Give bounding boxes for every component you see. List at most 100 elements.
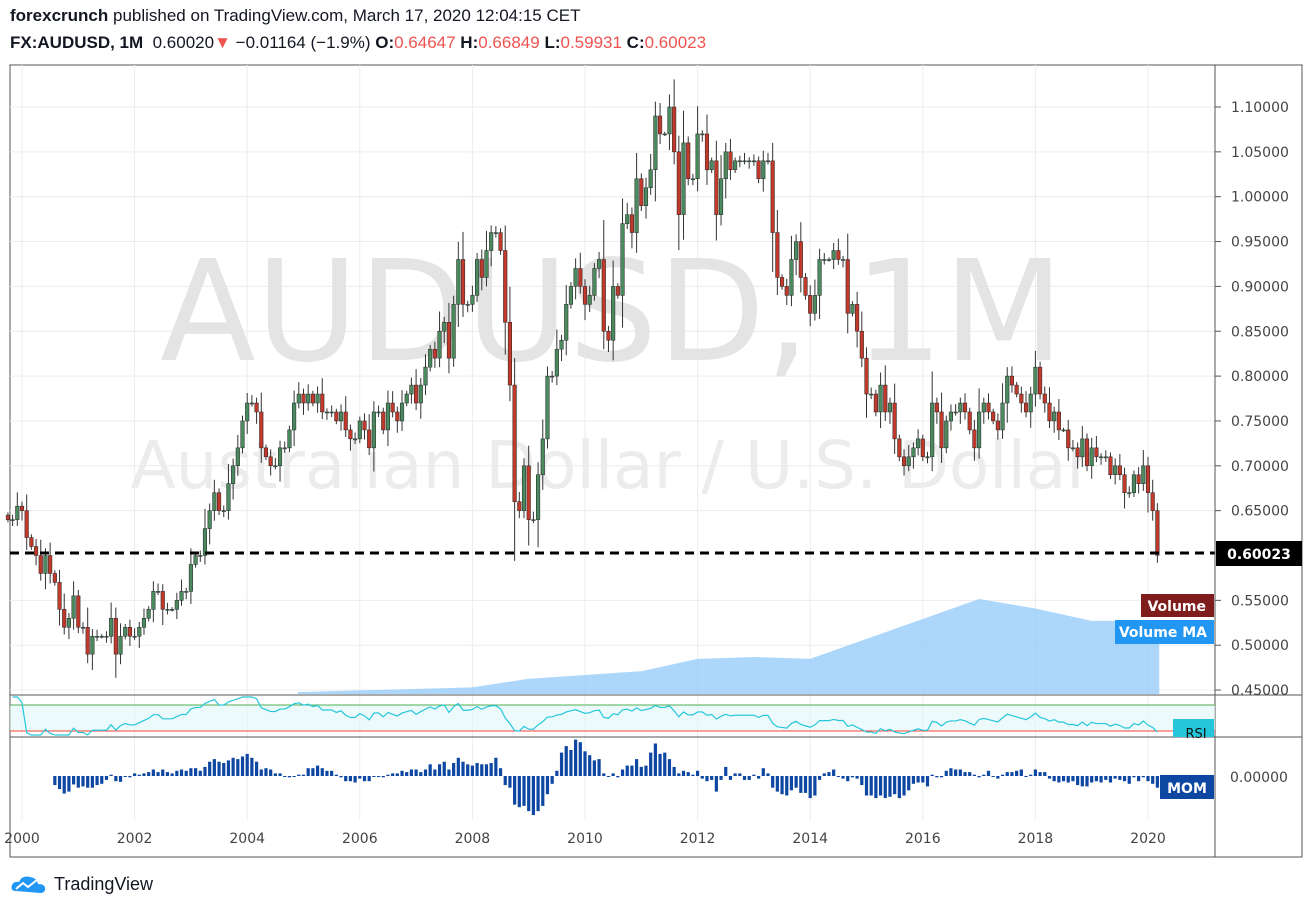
candle-body xyxy=(188,564,193,592)
mom-bar xyxy=(334,774,338,776)
mom-bar xyxy=(137,774,141,776)
candle-body xyxy=(381,411,386,431)
candle-body xyxy=(160,591,165,610)
mom-bar xyxy=(344,776,348,782)
mom-bar xyxy=(742,776,747,780)
candle-body xyxy=(156,591,161,593)
mom-bar xyxy=(803,776,808,793)
candle-body xyxy=(399,402,405,422)
mom-bar xyxy=(658,753,662,776)
mom-bar xyxy=(348,776,353,782)
mom-bar xyxy=(1085,776,1089,787)
author[interactable]: forexcrunch xyxy=(10,6,109,25)
volume-ma-tag xyxy=(1115,620,1214,644)
candle-body xyxy=(536,474,541,520)
mom-bar xyxy=(179,769,184,776)
candle-body xyxy=(146,609,151,619)
price-axis[interactable]: 1.10000 1.05000 1.00000 0.95000 0.90000 0.850… xyxy=(1215,100,1289,699)
tradingview-logo[interactable]: TradingView xyxy=(10,873,153,895)
candle-body xyxy=(794,241,799,260)
candle-body xyxy=(1005,375,1010,404)
mom-bar xyxy=(269,769,273,776)
mom-bar xyxy=(794,776,798,788)
candle-body xyxy=(217,492,222,511)
candle-body xyxy=(897,438,902,458)
candle-body xyxy=(292,402,297,431)
candle-body xyxy=(263,447,269,458)
mom-bar xyxy=(175,770,179,776)
mom-bar xyxy=(939,776,944,778)
mom-bar xyxy=(456,757,460,776)
candle-body xyxy=(52,573,57,583)
mom-bar xyxy=(362,776,367,782)
candle-body xyxy=(38,555,43,574)
candle-body xyxy=(836,250,841,260)
candle-body xyxy=(193,555,198,565)
mom-bar xyxy=(311,768,315,776)
candle-body xyxy=(986,402,991,413)
candle-body xyxy=(362,420,367,431)
candle-body xyxy=(723,151,728,180)
candle-body xyxy=(728,151,733,171)
candle-body xyxy=(517,501,522,511)
candle-body xyxy=(334,411,339,422)
mom-bar xyxy=(480,764,484,776)
candle-body xyxy=(700,133,705,136)
candle-body xyxy=(995,420,1000,431)
mom-bar xyxy=(1118,776,1122,780)
candle-body xyxy=(113,618,118,655)
last-price-tag xyxy=(1216,541,1302,566)
mom-bar xyxy=(203,766,207,776)
mom-bar xyxy=(822,773,826,776)
y-tick-label: 0.70000 xyxy=(1231,459,1289,475)
mom-bar xyxy=(635,759,639,776)
candle-body xyxy=(57,582,62,610)
candle-body xyxy=(667,106,672,135)
mom-bar xyxy=(949,768,953,776)
mom-bar xyxy=(1127,776,1131,784)
mom-bar xyxy=(156,772,160,776)
mom-bar xyxy=(789,776,794,791)
mom-bar xyxy=(958,769,962,776)
candle-body xyxy=(709,160,714,171)
candle-body xyxy=(498,232,503,251)
mom-bar xyxy=(1019,769,1023,776)
mom-bar xyxy=(935,776,939,778)
mom-bar xyxy=(86,776,90,788)
candle-body xyxy=(479,259,484,278)
mom-bar xyxy=(808,776,812,799)
symbol[interactable]: FX:AUDUSD, 1M xyxy=(10,33,144,52)
open-value: 0.64647 xyxy=(394,33,456,52)
mom-bar xyxy=(320,768,324,776)
candle-body xyxy=(301,393,306,404)
mom-bar xyxy=(184,770,188,776)
mom-bar xyxy=(986,770,991,776)
mom-tag xyxy=(1160,775,1214,799)
mom-bar xyxy=(1076,776,1080,786)
mom-bar xyxy=(1099,776,1103,783)
candle-body xyxy=(930,402,935,458)
mom-bar xyxy=(1010,772,1014,776)
candle-body xyxy=(306,393,311,404)
time-axis[interactable]: 2000 2002 2004 2006 2008 2010 2012 2014 2016 2018… xyxy=(4,831,1166,847)
candle-body xyxy=(1042,393,1047,404)
candle-body xyxy=(221,510,226,512)
mom-bar xyxy=(602,773,606,776)
candle-body xyxy=(1131,474,1136,493)
candle-body xyxy=(34,546,39,556)
mom-bar xyxy=(123,776,127,777)
candle-body xyxy=(423,366,428,386)
mom-bar xyxy=(1104,776,1108,780)
x-tick-label: 2014 xyxy=(792,831,828,847)
cloud-logo-icon xyxy=(11,876,46,893)
candle-body xyxy=(207,510,212,529)
mom-bar xyxy=(297,774,301,776)
rsi-band xyxy=(10,705,1215,731)
mom-bar xyxy=(893,776,897,795)
candle-body xyxy=(1038,366,1043,395)
mom-bar xyxy=(67,776,71,792)
candle-body xyxy=(132,635,137,638)
candle-body xyxy=(869,393,874,396)
mom-bar xyxy=(90,776,94,788)
